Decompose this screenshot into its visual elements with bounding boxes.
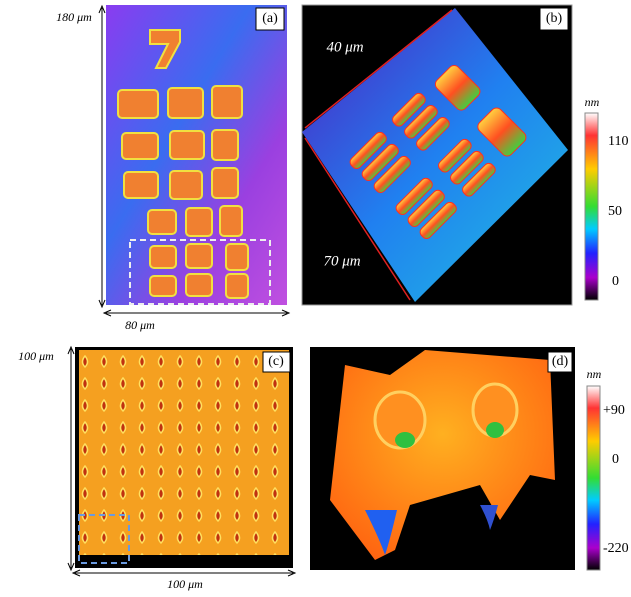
colorbar-tick-label: 50: [608, 204, 622, 219]
width-label: 80 μm: [125, 318, 155, 332]
colorbar-unit: nm: [585, 95, 600, 109]
height-label: 180 μm: [56, 10, 92, 24]
dimension-label: 40 μm: [326, 39, 363, 55]
colorbar: [584, 112, 599, 301]
surface: [302, 8, 568, 302]
colorbar-tick-label: +90: [603, 403, 625, 418]
dimension-arrow: [304, 137, 411, 301]
panel-label: (d): [552, 354, 569, 369]
panel-label: (c): [268, 354, 284, 369]
panel-b-features: [349, 65, 527, 239]
panel-label: (a): [262, 11, 278, 26]
height-label: 100 μm: [18, 349, 54, 363]
panel-label: (b): [546, 11, 563, 26]
colorbar-tick-label: 0: [612, 452, 619, 467]
arrow-head: [67, 345, 75, 572]
arrow-head: [98, 4, 106, 309]
panel-a-features: [117, 29, 249, 299]
colorbar-tick-label: -220: [603, 541, 629, 556]
selection-box: [78, 514, 130, 564]
label-box: [547, 351, 573, 373]
label-box: [262, 351, 291, 373]
selection-box: [129, 239, 271, 305]
colorbar: [586, 385, 601, 571]
colorbar-unit: nm: [587, 367, 602, 381]
arrow-head: [102, 309, 291, 317]
colorbar-tick-label: 0: [612, 274, 619, 289]
label-box: [255, 7, 285, 31]
dimension-label: 70 μm: [323, 253, 360, 269]
colorbar-tick-label: 110: [608, 134, 628, 149]
panel-d-features: [365, 382, 519, 555]
label-box: [539, 7, 569, 31]
dimension-arrow: [304, 9, 453, 129]
width-label: 100 μm: [167, 577, 203, 591]
arrow-head: [71, 569, 297, 577]
panel-c-image: [79, 350, 289, 555]
